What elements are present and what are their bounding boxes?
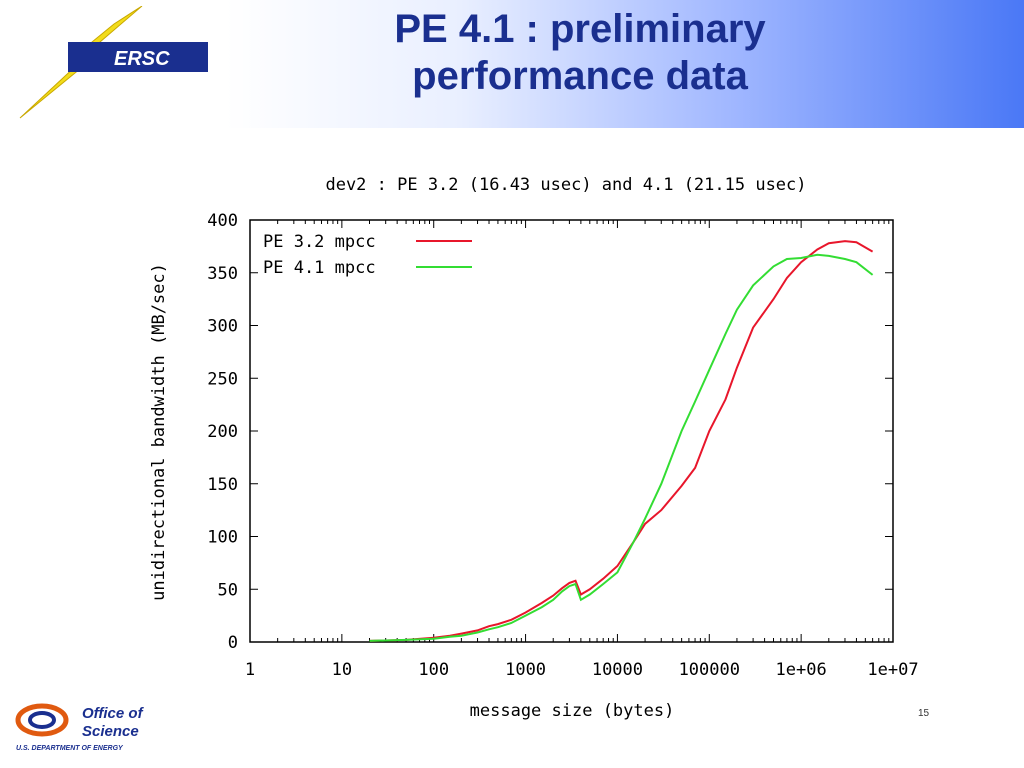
x-tick-label: 10 [332,660,352,680]
y-tick-label: 100 [207,528,238,548]
office-logo-line3: U.S. DEPARTMENT OF ENERGY [16,745,124,752]
x-tick-label: 100 [418,660,449,680]
nersc-logo-bar [68,42,208,72]
y-tick-label: 200 [207,422,238,442]
chart-title: dev2 : PE 3.2 (16.43 usec) and 4.1 (21.1… [325,175,806,195]
x-tick-label: 1 [245,660,255,680]
x-axis-label: message size (bytes) [470,701,675,721]
x-tick-label: 1000 [505,660,546,680]
plot-frame [249,219,894,643]
x-axis: 1 10 100 1000 10000 100000 1e+06 1e+07 [245,220,919,680]
slide-title-line1: PE 4.1 : preliminary [394,7,766,51]
y-tick-label: 400 [207,211,238,231]
office-logo-line2: Science [82,723,139,740]
office-of-science-logo: Office of Science U.S. DEPARTMENT OF ENE… [15,703,145,752]
y-tick-label: 150 [207,475,238,495]
nersc-logo-text: ERSC [114,48,170,70]
office-logo-line1: Office of [82,705,145,722]
chart-legend: PE 3.2 mpcc PE 4.1 mpcc [263,232,472,278]
nersc-logo: ERSC [19,6,208,119]
slide-title-line2: performance data [412,54,748,98]
series-line-pe32 [369,240,874,642]
y-tick-label: 250 [207,369,238,389]
slide-title: PE 4.1 : preliminary performance data [300,6,860,100]
x-tick-label: 1e+07 [867,660,918,680]
series-line-pe41 [369,253,874,642]
legend-label: PE 3.2 mpcc [263,232,376,252]
x-tick-label: 1e+06 [776,660,827,680]
page-number: 15 [918,708,930,719]
y-axis-label: unidirectional bandwidth (MB/sec) [149,263,169,601]
x-tick-label: 100000 [679,660,740,680]
slide-header: ERSC PE 4.1 : preliminary performance da… [0,0,1024,128]
doe-swirl-icon [15,703,69,737]
y-axis: 0 50 100 150 200 250 300 350 400 [207,211,893,653]
legend-label: PE 4.1 mpcc [263,258,376,278]
series-lines [369,240,874,642]
y-tick-label: 50 [218,580,238,600]
y-tick-label: 0 [228,633,238,653]
y-tick-label: 300 [207,317,238,337]
x-tick-label: 10000 [592,660,643,680]
y-tick-label: 350 [207,264,238,284]
